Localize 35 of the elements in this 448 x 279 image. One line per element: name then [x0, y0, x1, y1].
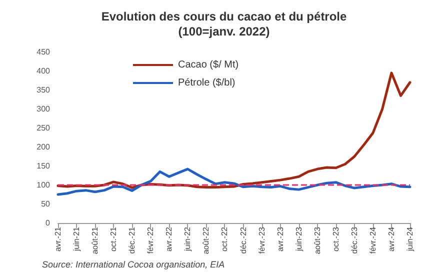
y-tick-label: 0 [46, 218, 51, 228]
y-tick-label: 450 [36, 48, 51, 56]
x-tick-label: août-23 [312, 226, 322, 254]
y-tick-label: 50 [41, 200, 51, 208]
legend-label: Pétrole ($/bl) [178, 78, 236, 88]
x-tick-label: juin-22 [183, 226, 192, 252]
y-tick-label: 200 [36, 142, 51, 152]
x-tick-label: juin-24 [406, 226, 414, 252]
y-tick-label: 100 [36, 180, 51, 190]
y-tick-label: 300 [36, 104, 51, 114]
x-tick-label: févr.-23 [257, 226, 266, 254]
x-tick-label: avr.-21 [54, 226, 62, 252]
x-tick-label: août-21 [90, 226, 100, 254]
y-tick-label: 150 [36, 162, 51, 170]
line-series [56, 168, 412, 196]
x-tick-label: déc.-21 [128, 226, 137, 254]
y-tick-label: 350 [36, 86, 51, 94]
source-note: Source: International Cocoa organisation, EIA [42, 260, 225, 270]
legend-label: Cacao ($/ Mt) [178, 60, 239, 70]
x-tick-label: oct.-22 [220, 226, 230, 252]
x-tick-label: oct.-21 [109, 226, 118, 252]
x-tick-label: avr.-23 [276, 226, 285, 252]
x-tick-label: déc.-23 [350, 226, 359, 254]
x-tick-label: oct.-23 [331, 226, 340, 252]
x-tick-label: févr.-24 [368, 226, 378, 254]
x-tick-label: févr.-22 [146, 226, 156, 254]
x-tick-label: avr.-24 [386, 226, 396, 252]
y-tick-label: 250 [36, 124, 51, 132]
y-tick-label: 400 [36, 66, 51, 76]
x-tick-label: juin-23 [294, 226, 304, 252]
x-tick-label: juin-21 [72, 226, 82, 252]
x-tick-label: avr.-22 [164, 226, 174, 252]
x-tick-label: août-22 [202, 226, 211, 254]
x-tick-label: déc.-22 [238, 226, 248, 254]
chart-title: Evolution des cours du cacao et du pétrole (100=janv. 2022) [101, 10, 348, 38]
